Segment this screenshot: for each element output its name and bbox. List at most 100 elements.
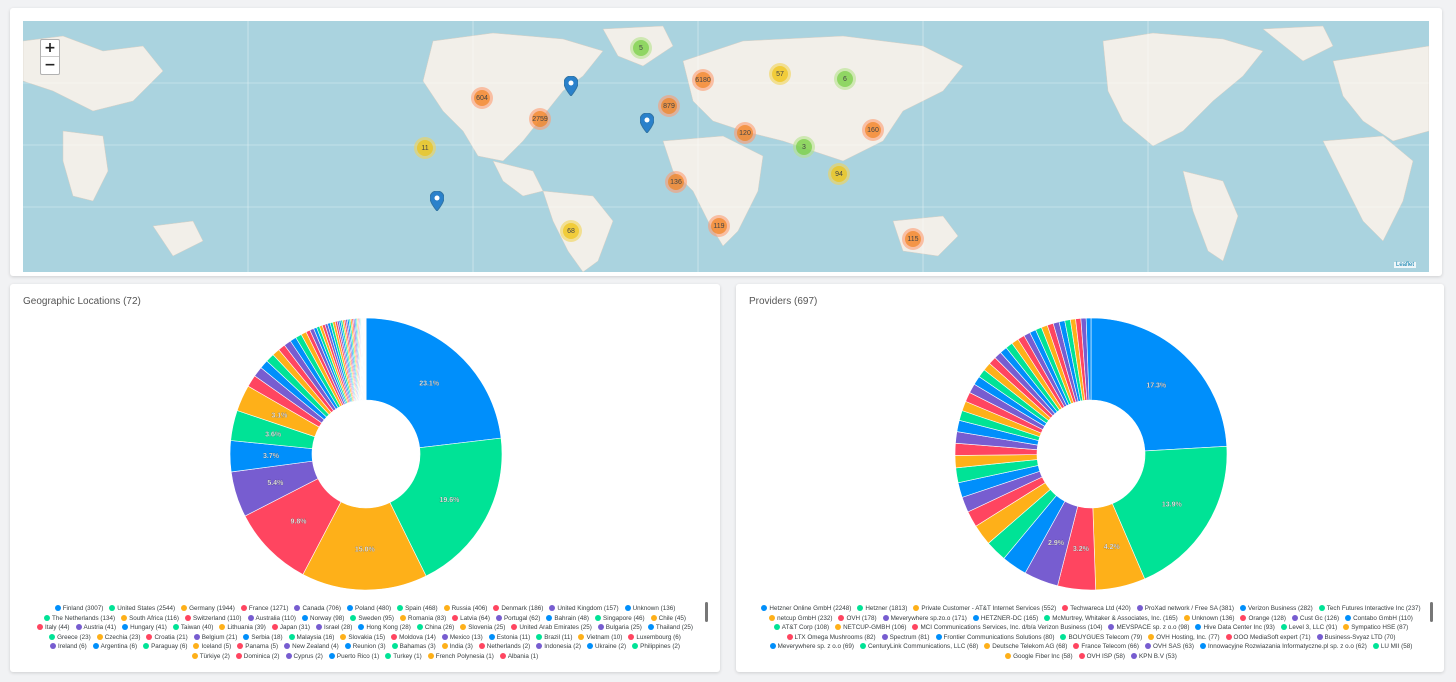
map-cluster[interactable]: 119 — [708, 215, 730, 237]
legend-item[interactable]: Croatia (21) — [146, 633, 188, 643]
pie-slice[interactable] — [1085, 317, 1092, 401]
legend-item[interactable]: OVH SAS (63) — [1144, 642, 1194, 652]
map-cluster[interactable]: 604 — [471, 87, 493, 109]
pie-slice[interactable] — [1111, 445, 1228, 580]
legend-item[interactable]: Czechia (23) — [96, 633, 140, 643]
legend-item[interactable]: Tech Futures Interactive Inc (237) — [1318, 604, 1421, 614]
map-cluster[interactable]: 94 — [828, 163, 850, 185]
map-cluster[interactable]: 68 — [560, 220, 582, 242]
legend-item[interactable]: NETCUP-GMBH (106) — [835, 623, 906, 633]
legend-item[interactable]: Australia (110) — [247, 614, 296, 624]
legend-item[interactable]: Bahamas (3) — [391, 642, 436, 652]
zoom-out-button[interactable]: − — [44, 57, 56, 73]
map-cluster[interactable]: 2759 — [529, 108, 551, 130]
legend-item[interactable]: OOO MediaSoft expert (71) — [1225, 633, 1311, 643]
map-cluster[interactable]: 6 — [834, 68, 856, 90]
legend-item[interactable]: Unknown (136) — [624, 604, 675, 614]
legend-item[interactable]: Argentina (6) — [92, 642, 137, 652]
legend-item[interactable]: United States (2544) — [109, 604, 175, 614]
legend-item[interactable]: Taiwan (40) — [172, 623, 213, 633]
legend-item[interactable]: Austria (41) — [75, 623, 116, 633]
geographic-donut-chart[interactable]: 23.1% 19.6% 15.0% 9.8% 5.4% 3.7% 3.6% 3.1% — [10, 284, 720, 594]
legend-item[interactable]: Albania (1) — [499, 652, 538, 660]
legend-item[interactable]: Belgium (21) — [193, 633, 237, 643]
legend-item[interactable]: OVH ISP (58) — [1078, 652, 1125, 660]
legend-item[interactable]: Techwareca Ltd (420) — [1062, 604, 1131, 614]
legend-item[interactable]: South Africa (116) — [121, 614, 179, 624]
legend-item[interactable]: McMurtrey, Whitaker & Associates, Inc. (… — [1044, 614, 1178, 624]
map-cluster[interactable]: 3 — [793, 136, 815, 158]
legend-item[interactable]: Canada (706) — [294, 604, 341, 614]
legend-item[interactable]: Brazil (11) — [536, 633, 572, 643]
legend-item[interactable]: Hong Kong (28) — [358, 623, 411, 633]
legend-item[interactable]: Indonesia (2) — [536, 642, 581, 652]
legend-item[interactable]: Hungary (41) — [122, 623, 167, 633]
legend-item[interactable]: Japan (31) — [271, 623, 310, 633]
legend-item[interactable]: Italy (44) — [37, 623, 70, 633]
legend-item[interactable]: Mexico (13) — [441, 633, 483, 643]
legend-item[interactable]: Greece (23) — [49, 633, 91, 643]
legend-item[interactable]: Thailand (25) — [647, 623, 693, 633]
legend-item[interactable]: Cust Gc (126) — [1291, 614, 1339, 624]
map-marker-icon[interactable] — [430, 191, 444, 211]
legend-item[interactable]: Unknown (136) — [1183, 614, 1234, 624]
legend-item[interactable]: OVH Hosting, Inc. (77) — [1148, 633, 1220, 643]
legend-item[interactable]: Philippines (2) — [632, 642, 680, 652]
legend-item[interactable]: Bahrain (48) — [546, 614, 589, 624]
legend-item[interactable]: Orange (128) — [1240, 614, 1286, 624]
legend-item[interactable]: Serbia (18) — [243, 633, 283, 643]
zoom-in-button[interactable]: + — [41, 40, 59, 57]
map-cluster[interactable]: 11 — [414, 137, 436, 159]
legend-item[interactable]: Singapore (46) — [595, 614, 645, 624]
legend-item[interactable]: Paraguay (6) — [143, 642, 187, 652]
legend-item[interactable]: India (3) — [441, 642, 473, 652]
legend-item[interactable]: Russia (406) — [443, 604, 487, 614]
legend-item[interactable]: Slovakia (15) — [340, 633, 385, 643]
legend-item[interactable]: Ireland (6) — [49, 642, 87, 652]
legend-item[interactable]: Sweden (95) — [350, 614, 394, 624]
legend-item[interactable]: Puerto Rico (1) — [328, 652, 379, 660]
legend-item[interactable]: Türkiye (2) — [191, 652, 230, 660]
legend-item[interactable]: China (26) — [416, 623, 454, 633]
legend-item[interactable]: Dominica (2) — [235, 652, 280, 660]
legend-item[interactable]: The Netherlands (134) — [44, 614, 115, 624]
legend-item[interactable]: United Kingdom (157) — [549, 604, 619, 614]
legend-item[interactable]: Verizon Business (282) — [1240, 604, 1313, 614]
pie-slice[interactable] — [389, 437, 503, 577]
legend-item[interactable]: Lithuania (39) — [219, 623, 266, 633]
legend-item[interactable]: Hive Data Center Inc (93) — [1195, 623, 1275, 633]
legend-item[interactable]: Moldova (14) — [391, 633, 436, 643]
pie-slice[interactable] — [365, 317, 502, 449]
legend-item[interactable]: Turkey (1) — [385, 652, 422, 660]
pie-slice[interactable] — [302, 501, 427, 591]
map-cluster[interactable]: 5 — [630, 37, 652, 59]
legend-item[interactable]: Frontier Communications Solutions (80) — [935, 633, 1054, 643]
legend-item[interactable]: United Arab Emirates (25) — [511, 623, 592, 633]
legend-item[interactable]: Cyprus (2) — [285, 652, 323, 660]
world-map[interactable]: + − 5 6180 57 6 604 879 2759 120 160 11 … — [23, 21, 1429, 272]
legend-item[interactable]: Bulgaria (25) — [597, 623, 642, 633]
legend-item[interactable]: Hetzner (1813) — [857, 604, 907, 614]
map-cluster[interactable]: 120 — [734, 122, 756, 144]
legend-item[interactable]: Poland (480) — [347, 604, 391, 614]
legend-item[interactable]: Google Fiber Inc (58) — [1005, 652, 1073, 660]
legend-item[interactable]: Meverywhere sp. z o.o (69) — [769, 642, 854, 652]
legend-item[interactable]: Panama (5) — [237, 642, 278, 652]
legend-item[interactable]: Switzerland (110) — [185, 614, 242, 624]
legend-item[interactable]: Finland (3007) — [54, 604, 103, 614]
legend-item[interactable]: Business-Svyaz LTD (70) — [1316, 633, 1395, 643]
legend-item[interactable]: Latvia (64) — [452, 614, 490, 624]
legend-item[interactable]: Luxembourg (6) — [628, 633, 681, 643]
legend-item[interactable]: Private Customer - AT&T Internet Service… — [913, 604, 1056, 614]
map-cluster[interactable]: 879 — [658, 95, 680, 117]
legend-item[interactable]: LU MII (58) — [1372, 642, 1412, 652]
map-attribution[interactable]: Leaflet — [1393, 262, 1416, 268]
legend-item[interactable]: Portugal (62) — [495, 614, 540, 624]
map-cluster[interactable]: 115 — [902, 228, 924, 250]
legend-item[interactable]: CenturyLink Communications, LLC (68) — [859, 642, 978, 652]
legend-item[interactable]: ProXad network / Free SA (381) — [1136, 604, 1234, 614]
legend-item[interactable]: Estonia (11) — [488, 633, 530, 643]
legend-item[interactable]: Contabo GmbH (110) — [1345, 614, 1413, 624]
legend-item[interactable]: Sympatico HSE (87) — [1343, 623, 1408, 633]
legend-item[interactable]: Spain (468) — [397, 604, 438, 614]
